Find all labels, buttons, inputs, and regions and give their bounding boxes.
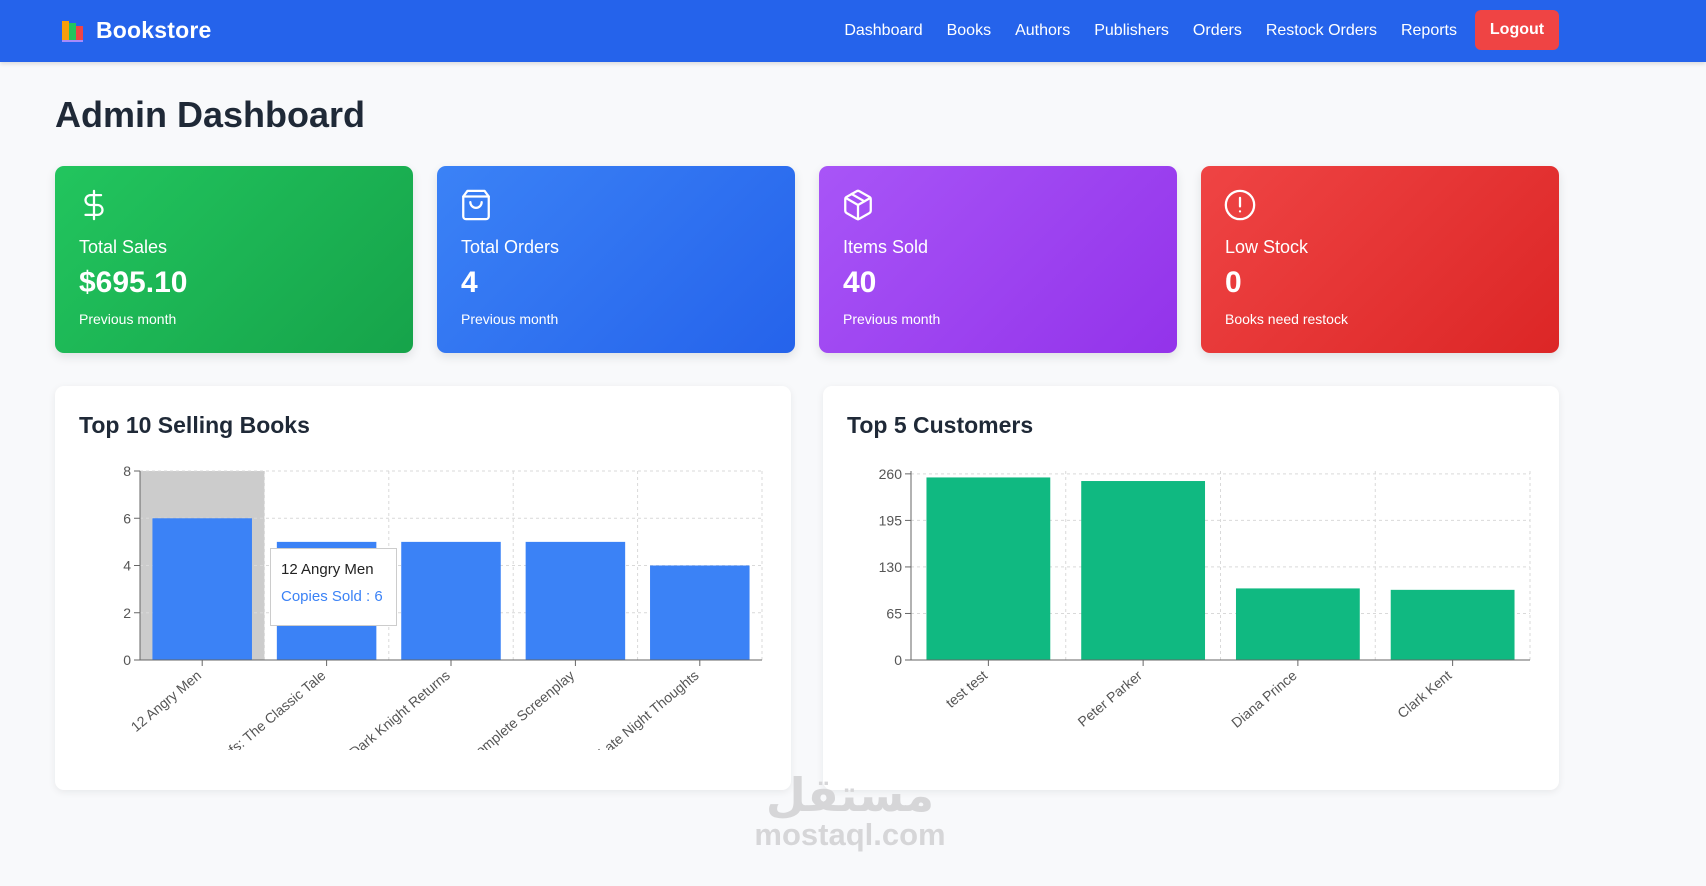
y-tick-label: 4 [123,558,131,574]
y-tick-label: 8 [123,463,131,479]
stat-value: $695.10 [79,266,188,299]
y-tick-label: 195 [879,512,903,528]
bar[interactable] [152,518,252,660]
stat-card-total-orders: Total Orders 4 Previous month [437,166,795,353]
stat-value: 40 [843,266,877,299]
y-tick-label: 0 [894,652,902,668]
bar[interactable] [1081,481,1206,660]
stat-subtext: Previous month [79,311,177,327]
bar[interactable] [1235,588,1360,660]
x-tick-label: Diana Prince [1228,667,1300,731]
customers-bar-chart: 0 65 130 195 260 test test Peter Parker Diana P… [879,466,1531,731]
alert-circle-icon [1224,189,1256,221]
stat-card-total-sales: Total Sales $695.10 Previous month [55,166,413,353]
y-tick-label: 65 [886,605,902,621]
stat-label: Total Orders [461,237,560,257]
bar[interactable] [926,477,1051,660]
y-tick-label: 0 [123,652,131,668]
x-tick-label: Clark Kent [1394,667,1454,721]
nav-link-books[interactable]: Books [946,22,992,39]
x-tick-labels: test test Peter Parker Diana Prince Clark K… [942,667,1454,731]
bar[interactable] [650,565,750,661]
chart-title: Top 10 Selling Books [79,412,310,438]
top-navbar: Bookstore Dashboard Books Authors Publis… [0,0,1706,62]
x-tick-label: Late Night Thoughts [595,667,702,760]
dollar-icon [84,189,104,221]
y-tick-label: 260 [879,466,903,482]
bar[interactable] [525,541,626,660]
y-tick-label: 130 [879,559,903,575]
watermark-domain: mostaql.com [754,817,946,852]
watermark-arabic: مستقل [765,768,935,822]
nav-links: Dashboard Books Authors Publishers Order… [820,0,1457,62]
x-tick-label: 12 Angry Men [128,667,204,735]
y-tick-label: 2 [123,605,131,621]
brand-name: Bookstore [96,17,212,43]
stat-value: 0 [1225,266,1242,299]
bar[interactable] [1390,589,1515,660]
stat-value: 4 [461,266,478,299]
x-tick-label: Peter Parker [1075,667,1146,730]
brand[interactable]: Bookstore [60,17,212,44]
stat-subtext: Books need restock [1225,311,1348,327]
panel-top-selling-books: Top 10 Selling Books 0 2 4 6 8 12 Angry Men Dw… [55,386,791,790]
chart-title: Top 5 Customers [847,412,1034,438]
nav-link-dashboard[interactable]: Dashboard [844,22,923,39]
tooltip-value: Copies Sold : 6 [281,588,383,605]
stat-subtext: Previous month [461,311,559,327]
logout-button[interactable]: Logout [1475,10,1559,50]
package-icon [844,189,872,221]
y-tick-label: 6 [123,510,131,526]
books-logo-icon [62,20,83,42]
stat-card-items-sold: Items Sold 40 Previous month [819,166,1177,353]
stat-card-low-stock: Low Stock 0 Books need restock [1201,166,1559,353]
watermark: مستقل mostaql.com [740,772,960,852]
page-title: Admin Dashboard [55,94,366,135]
bar[interactable] [401,541,501,660]
chart-tooltip: 12 Angry Men Copies Sold : 6 [270,548,397,626]
x-tick-label: Dwarfs: The Classic Tale [201,667,329,778]
nav-link-publishers[interactable]: Publishers [1094,22,1169,39]
x-tick-label: The Dark Knight Returns [325,667,453,778]
panel-top-customers: Top 5 Customers 0 65 130 195 260 test test Pet… [823,386,1559,790]
x-tick-label: test test [942,667,990,711]
nav-link-orders[interactable]: Orders [1192,22,1242,39]
x-tick-label: The Complete Screenplay [443,667,577,783]
stat-subtext: Previous month [843,311,941,327]
stat-label: Low Stock [1225,237,1309,257]
stat-label: Total Sales [79,237,168,257]
nav-link-reports[interactable]: Reports [1400,22,1457,39]
nav-link-authors[interactable]: Authors [1015,22,1071,39]
stat-label: Items Sold [843,237,929,257]
tooltip-title: 12 Angry Men [281,561,374,578]
nav-link-restock-orders[interactable]: Restock Orders [1265,22,1377,39]
shopping-bag-icon [462,189,490,221]
